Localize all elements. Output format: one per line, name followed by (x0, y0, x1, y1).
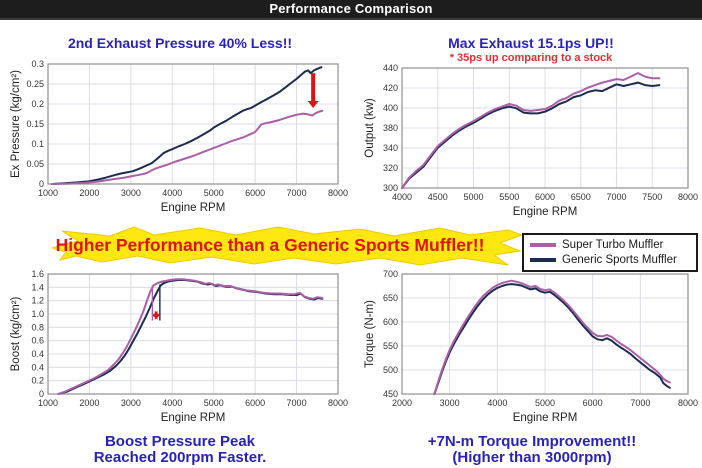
svg-text:0.2: 0.2 (31, 99, 44, 109)
svg-text:7000: 7000 (630, 398, 650, 408)
torque-caption-line1: +7N-m Torque Improvement!! (427, 433, 637, 450)
svg-text:7000: 7000 (606, 192, 626, 202)
svg-text:Engine RPM: Engine RPM (161, 412, 226, 424)
svg-text:0.6: 0.6 (31, 336, 44, 346)
svg-text:0.25: 0.25 (26, 79, 44, 89)
svg-text:Ex Pressure (kg/cm²): Ex Pressure (kg/cm²) (10, 70, 22, 178)
svg-text:0.8: 0.8 (31, 322, 44, 332)
super-turbo-line-swatch (530, 242, 556, 247)
generic-sports-line-swatch (530, 257, 556, 262)
svg-text:0.4: 0.4 (31, 349, 44, 359)
torque-caption: +7N-m Torque Improvement!! (Higher than … (362, 434, 702, 466)
svg-text:2000: 2000 (79, 398, 99, 408)
svg-text:5000: 5000 (463, 192, 483, 202)
svg-text:2000: 2000 (79, 188, 99, 198)
svg-text:1000: 1000 (38, 188, 58, 198)
svg-text:4000: 4000 (162, 188, 182, 198)
svg-text:3000: 3000 (121, 398, 141, 408)
svg-text:5000: 5000 (204, 398, 224, 408)
svg-text:340: 340 (383, 143, 398, 153)
svg-text:4000: 4000 (392, 192, 412, 202)
svg-text:0: 0 (39, 389, 44, 399)
starburst-shape (52, 226, 522, 266)
svg-text:3000: 3000 (121, 188, 141, 198)
svg-text:8000: 8000 (328, 188, 348, 198)
mid-banner-text: Higher Performance than a Generic Sports… (55, 235, 485, 255)
note-stock-comparison: * 35ps up comparing to a stock (449, 52, 613, 64)
legend-item-generic-sports: Generic Sports Muffler (530, 252, 692, 267)
svg-text:Torque (N-m): Torque (N-m) (364, 300, 376, 368)
svg-text:6000: 6000 (245, 398, 265, 408)
svg-text:7000: 7000 (287, 188, 307, 198)
svg-text:5000: 5000 (204, 188, 224, 198)
headline-exhaust-pressure: 2nd Exhaust Pressure 40% Less!! (67, 35, 293, 51)
svg-text:8000: 8000 (328, 398, 348, 408)
legend-label: Super Turbo Muffler (562, 238, 664, 251)
svg-text:380: 380 (383, 123, 398, 133)
svg-text:1.4: 1.4 (31, 282, 44, 292)
svg-text:4500: 4500 (428, 192, 448, 202)
svg-text:Output (kw): Output (kw) (364, 98, 376, 158)
boost-chart: 0 0.2 0.4 0.4 0.6 0.8 1.0 1.2 1.4 1.6 1000 2000 3000… (10, 269, 348, 424)
chart-legend: Super Turbo Muffler Generic Sports Muffl… (522, 233, 698, 272)
svg-text:500: 500 (383, 365, 398, 375)
svg-text:440: 440 (383, 63, 398, 73)
svg-text:8000: 8000 (678, 398, 698, 408)
svg-text:0.2: 0.2 (31, 376, 44, 386)
svg-text:700: 700 (383, 269, 398, 279)
boost-caption-line1: Boost Pressure Peak (104, 433, 256, 450)
torque-caption-line2: (Higher than 3000rpm) (452, 449, 612, 466)
svg-text:450: 450 (383, 389, 398, 399)
mid-banner: Higher Performance than a Generic Sports… (10, 224, 530, 268)
svg-text:6000: 6000 (535, 192, 555, 202)
svg-text:2000: 2000 (392, 398, 412, 408)
svg-text:Engine RPM: Engine RPM (513, 412, 578, 424)
boost-caption-line2: Reached 200rpm Faster. (93, 449, 267, 466)
boost-caption: Boost Pressure Peak Reached 200rpm Faste… (10, 434, 350, 466)
svg-text:0.3: 0.3 (31, 59, 44, 69)
svg-text:0.4: 0.4 (31, 362, 44, 372)
svg-text:5000: 5000 (535, 398, 555, 408)
output-chart: 300 320 340 380 400 420 440 4000 4500 5000 5500 600… (364, 63, 698, 218)
svg-text:4000: 4000 (162, 398, 182, 408)
svg-text:0.05: 0.05 (26, 159, 44, 169)
svg-text:Engine RPM: Engine RPM (513, 206, 578, 218)
headline-max-exhaust: Max Exhaust 15.1ps UP!! (448, 35, 614, 51)
svg-text:4000: 4000 (487, 398, 507, 408)
svg-text:0.1: 0.1 (31, 139, 44, 149)
svg-text:650: 650 (383, 293, 398, 303)
svg-text:320: 320 (383, 163, 398, 173)
svg-text:6500: 6500 (571, 192, 591, 202)
exhaust-pressure-chart: 0 0.05 0.1 0.15 0.2 0.25 0.3 1000 2000 3000 4000 50… (10, 59, 348, 214)
legend-item-super-turbo: Super Turbo Muffler (530, 237, 692, 252)
svg-text:5500: 5500 (499, 192, 519, 202)
svg-text:3000: 3000 (440, 398, 460, 408)
svg-text:300: 300 (383, 183, 398, 193)
svg-text:550: 550 (383, 341, 398, 351)
page-title: Performance Comparison (0, 0, 702, 20)
torque-chart: 450 500 550 600 650 700 2000 3000 4000 5000 6000 70… (364, 269, 698, 424)
svg-text:0: 0 (39, 179, 44, 189)
svg-text:8000: 8000 (678, 192, 698, 202)
svg-text:1.0: 1.0 (31, 309, 44, 319)
svg-text:1.6: 1.6 (31, 269, 44, 279)
svg-text:1000: 1000 (38, 398, 58, 408)
svg-text:7500: 7500 (642, 192, 662, 202)
svg-text:400: 400 (383, 103, 398, 113)
svg-text:0.15: 0.15 (26, 119, 44, 129)
svg-text:420: 420 (383, 83, 398, 93)
svg-text:Engine RPM: Engine RPM (161, 202, 226, 214)
svg-text:6000: 6000 (583, 398, 603, 408)
svg-text:Boost (kg/cm²): Boost (kg/cm²) (10, 296, 22, 371)
legend-label: Generic Sports Muffler (562, 253, 677, 266)
svg-text:6000: 6000 (245, 188, 265, 198)
svg-text:1.2: 1.2 (31, 296, 44, 306)
svg-text:7000: 7000 (287, 398, 307, 408)
svg-text:600: 600 (383, 317, 398, 327)
